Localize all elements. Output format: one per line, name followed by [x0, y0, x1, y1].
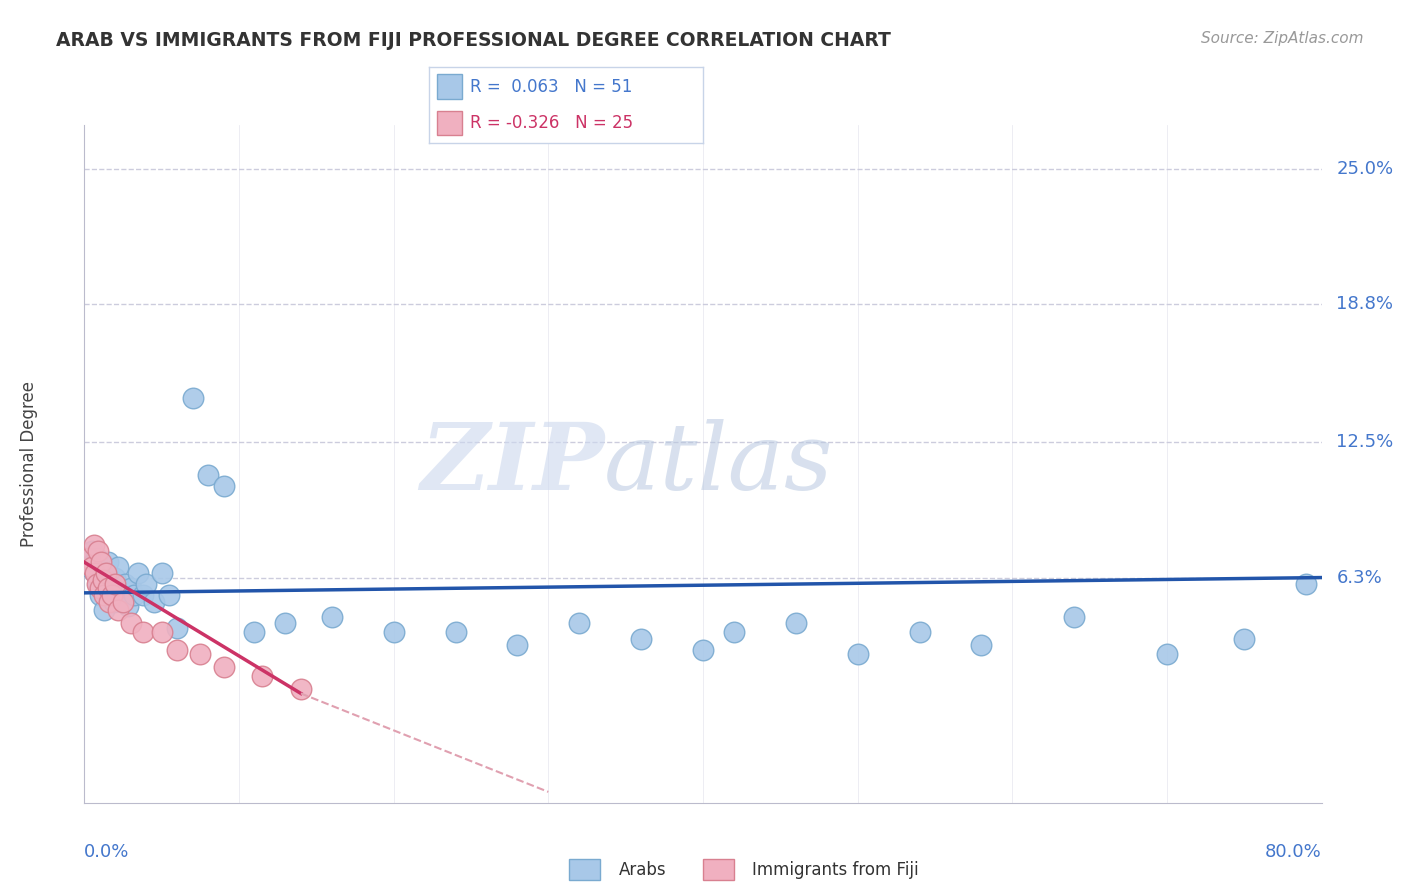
- Point: [212, 660, 235, 674]
- Text: 12.5%: 12.5%: [1337, 433, 1393, 451]
- Point: [127, 566, 149, 581]
- Point: [91, 573, 114, 587]
- Point: [93, 588, 115, 602]
- Text: atlas: atlas: [605, 419, 834, 508]
- Point: [84, 566, 107, 581]
- Point: [290, 682, 312, 697]
- Point: [630, 632, 652, 646]
- Point: [166, 642, 188, 657]
- Text: 6.3%: 6.3%: [1337, 568, 1382, 587]
- Point: [212, 479, 235, 493]
- Text: R =  0.063   N = 51: R = 0.063 N = 51: [470, 78, 633, 95]
- Point: [107, 559, 129, 574]
- Text: ZIP: ZIP: [420, 419, 605, 508]
- Point: [94, 566, 117, 581]
- Point: [785, 616, 807, 631]
- Point: [94, 566, 117, 581]
- Point: [82, 544, 104, 558]
- Point: [114, 577, 136, 591]
- Point: [723, 625, 745, 640]
- Text: Arabs: Arabs: [619, 861, 666, 879]
- Point: [159, 588, 180, 602]
- Point: [101, 582, 124, 596]
- Point: [104, 570, 127, 584]
- FancyBboxPatch shape: [437, 111, 461, 136]
- Point: [846, 647, 869, 661]
- Point: [444, 625, 467, 640]
- Point: [188, 647, 211, 661]
- Point: [112, 594, 135, 608]
- Text: 0.0%: 0.0%: [84, 844, 129, 862]
- Point: [908, 625, 931, 640]
- Point: [98, 594, 121, 608]
- Point: [143, 594, 166, 608]
- Text: ARAB VS IMMIGRANTS FROM FIJI PROFESSIONAL DEGREE CORRELATION CHART: ARAB VS IMMIGRANTS FROM FIJI PROFESSIONA…: [56, 31, 891, 50]
- Point: [86, 550, 108, 565]
- Point: [93, 603, 115, 617]
- Point: [382, 625, 405, 640]
- Point: [87, 544, 110, 558]
- Point: [1156, 647, 1178, 661]
- Point: [150, 625, 173, 640]
- Point: [96, 582, 118, 596]
- Point: [96, 555, 118, 569]
- Point: [1295, 577, 1317, 591]
- Text: 18.8%: 18.8%: [1337, 295, 1393, 313]
- Point: [82, 559, 104, 574]
- Point: [568, 616, 591, 631]
- Point: [150, 566, 173, 581]
- Point: [970, 638, 993, 652]
- Point: [506, 638, 529, 652]
- Point: [120, 616, 142, 631]
- Point: [250, 669, 273, 683]
- Point: [91, 582, 114, 596]
- Point: [87, 577, 110, 591]
- Text: Immigrants from Fiji: Immigrants from Fiji: [752, 861, 920, 879]
- Point: [181, 391, 204, 405]
- Point: [86, 577, 108, 591]
- Point: [103, 594, 125, 608]
- Point: [90, 555, 112, 569]
- Point: [274, 616, 297, 631]
- Point: [166, 621, 188, 635]
- Point: [83, 555, 105, 569]
- Point: [1063, 610, 1085, 624]
- Point: [197, 467, 219, 482]
- Point: [135, 577, 157, 591]
- Text: Source: ZipAtlas.com: Source: ZipAtlas.com: [1201, 31, 1364, 46]
- Point: [90, 570, 112, 584]
- Point: [83, 538, 105, 552]
- Point: [107, 603, 129, 617]
- Point: [77, 550, 100, 565]
- Text: 25.0%: 25.0%: [1337, 160, 1393, 178]
- Point: [84, 566, 107, 581]
- Point: [101, 588, 124, 602]
- Point: [321, 610, 343, 624]
- Text: Professional Degree: Professional Degree: [20, 381, 38, 547]
- Point: [117, 599, 139, 613]
- Point: [100, 588, 122, 602]
- Point: [89, 588, 111, 602]
- FancyBboxPatch shape: [437, 75, 461, 99]
- Point: [110, 588, 132, 602]
- Point: [132, 588, 155, 602]
- Text: R = -0.326   N = 25: R = -0.326 N = 25: [470, 114, 633, 132]
- Point: [1233, 632, 1256, 646]
- Point: [89, 582, 111, 596]
- Point: [120, 582, 142, 596]
- Point: [132, 625, 155, 640]
- Point: [104, 577, 127, 591]
- Point: [692, 642, 714, 657]
- Point: [243, 625, 266, 640]
- Text: 80.0%: 80.0%: [1265, 844, 1322, 862]
- Point: [98, 577, 121, 591]
- Point: [77, 559, 100, 574]
- Point: [122, 588, 145, 602]
